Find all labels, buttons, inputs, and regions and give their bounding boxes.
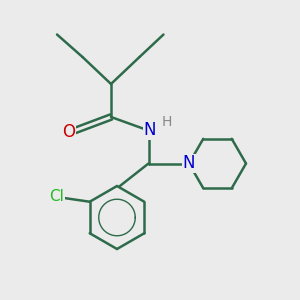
Text: Cl: Cl bbox=[49, 189, 64, 204]
Text: H: H bbox=[162, 115, 172, 128]
Text: O: O bbox=[62, 123, 75, 141]
Text: N: N bbox=[144, 121, 156, 139]
Text: N: N bbox=[183, 154, 195, 172]
